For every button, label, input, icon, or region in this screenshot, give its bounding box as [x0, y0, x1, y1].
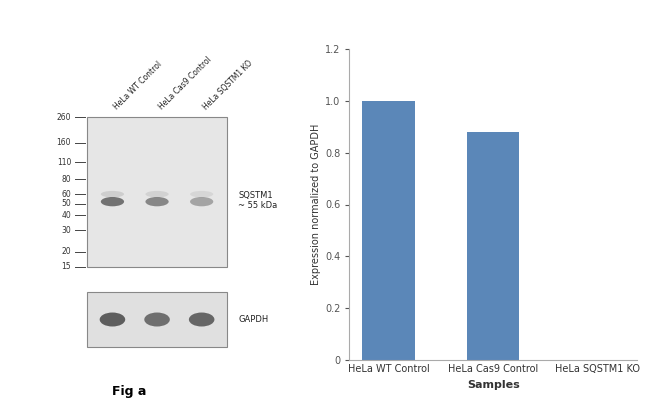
Text: 20: 20 [62, 247, 71, 256]
Ellipse shape [99, 312, 125, 326]
Text: HeLa WT Control: HeLa WT Control [112, 60, 164, 111]
FancyBboxPatch shape [87, 292, 227, 348]
Ellipse shape [146, 197, 168, 206]
Text: 30: 30 [61, 226, 71, 235]
Text: 60: 60 [61, 190, 71, 199]
Text: HeLa SQSTM1 KO: HeLa SQSTM1 KO [202, 58, 255, 111]
Ellipse shape [146, 191, 168, 198]
Text: Fig a: Fig a [112, 385, 146, 398]
Ellipse shape [144, 312, 170, 326]
X-axis label: Samples: Samples [467, 380, 519, 390]
Text: SQSTM1
~ 55 kDa: SQSTM1 ~ 55 kDa [239, 191, 278, 210]
Ellipse shape [101, 197, 124, 206]
Text: 50: 50 [61, 199, 71, 208]
Text: 40: 40 [61, 211, 71, 220]
Bar [363, 101, 415, 360]
Y-axis label: Expression normalized to GAPDH: Expression normalized to GAPDH [311, 124, 320, 285]
FancyBboxPatch shape [87, 117, 227, 267]
Bar [467, 132, 519, 360]
Text: 260: 260 [57, 113, 71, 122]
Text: GAPDH: GAPDH [239, 315, 268, 324]
Ellipse shape [189, 312, 214, 326]
Ellipse shape [101, 191, 124, 198]
Text: 15: 15 [62, 262, 71, 271]
Text: 160: 160 [57, 138, 71, 147]
Ellipse shape [190, 197, 213, 206]
Text: HeLa Cas9 Control: HeLa Cas9 Control [157, 55, 214, 111]
Ellipse shape [190, 191, 213, 198]
Text: 110: 110 [57, 158, 71, 167]
Text: 80: 80 [62, 175, 71, 184]
